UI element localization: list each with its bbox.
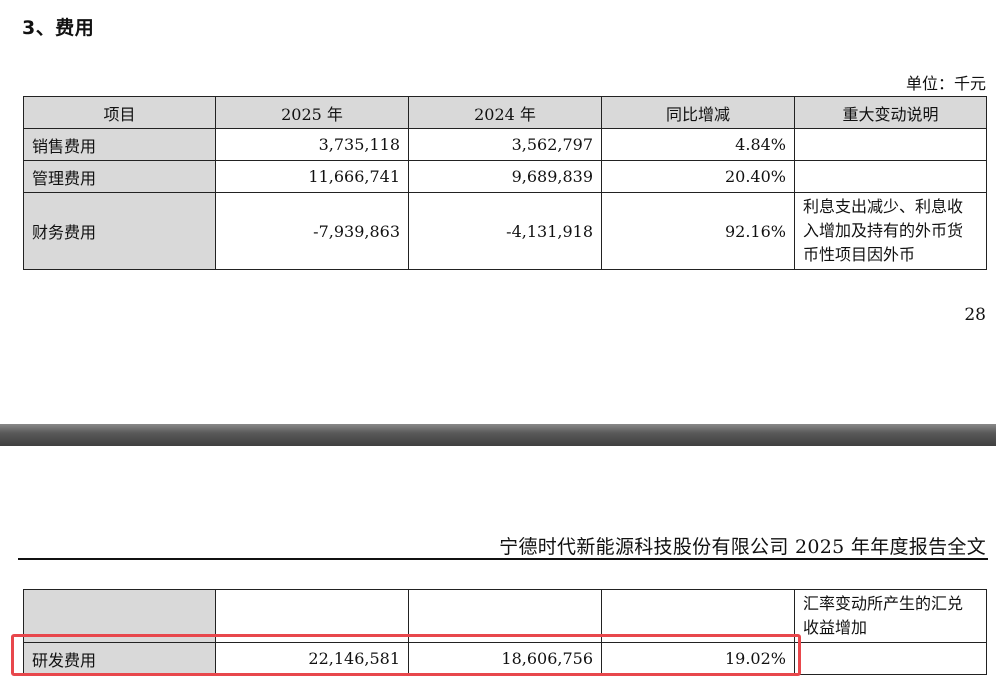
page-divider (0, 424, 996, 446)
header-2025: 2025 年 (215, 96, 409, 129)
running-header: 宁德时代新能源科技股份有限公司 2025 年年度报告全文 (499, 536, 986, 558)
row-2024: 18,606,756 (408, 642, 602, 675)
row-note (794, 128, 987, 161)
section-title: 3、费用 (22, 17, 95, 39)
table-row-rd: 研发费用 22,146,581 18,606,756 19.02% (23, 642, 987, 675)
row-change: 92.16% (601, 192, 795, 270)
row-2024: -4,131,918 (408, 192, 602, 270)
table-row: 销售费用 3,735,118 3,562,797 4.84% (23, 128, 987, 161)
row-2025: 11,666,741 (215, 160, 409, 193)
table-row: 管理费用 11,666,741 9,689,839 20.40% (23, 160, 987, 193)
row-item (23, 589, 216, 643)
row-note: 利息支出减少、利息收入增加及持有的外币货币性项目因外币 (794, 192, 987, 270)
row-note-continued: 汇率变动所产生的汇兑收益增加 (794, 589, 987, 643)
table-header-row: 项目 2025 年 2024 年 同比增减 重大变动说明 (23, 96, 987, 129)
row-change: 19.02% (601, 642, 795, 675)
header-change: 同比增减 (601, 96, 795, 129)
expense-table-continued: 汇率变动所产生的汇兑收益增加 研发费用 22,146,581 18,606,75… (23, 589, 987, 675)
row-item: 研发费用 (23, 642, 216, 675)
row-change: 4.84% (601, 128, 795, 161)
row-2025 (215, 589, 409, 643)
row-item: 销售费用 (23, 128, 216, 161)
unit-note: 单位：千元 (905, 74, 986, 93)
expense-table: 项目 2025 年 2024 年 同比增减 重大变动说明 销售费用 3,735,… (23, 96, 987, 270)
row-2025: 22,146,581 (215, 642, 409, 675)
row-change (601, 589, 795, 643)
row-2025: 3,735,118 (215, 128, 409, 161)
row-item: 财务费用 (23, 192, 216, 270)
row-2024 (408, 589, 602, 643)
table-row: 财务费用 -7,939,863 -4,131,918 92.16% 利息支出减少… (23, 192, 987, 270)
header-2024: 2024 年 (408, 96, 602, 129)
page-number: 28 (964, 305, 986, 325)
table-row-continued: 汇率变动所产生的汇兑收益增加 (23, 589, 987, 643)
row-note (794, 642, 987, 675)
header-item: 项目 (23, 96, 216, 129)
page-top: 3、费用 单位：千元 项目 2025 年 2024 年 同比增减 重大变动说明 … (22, 17, 987, 325)
row-note (794, 160, 987, 193)
header-rule (18, 558, 988, 560)
header-note: 重大变动说明 (794, 96, 987, 129)
row-2025: -7,939,863 (215, 192, 409, 270)
row-change: 20.40% (601, 160, 795, 193)
row-item: 管理费用 (23, 160, 216, 193)
row-2024: 9,689,839 (408, 160, 602, 193)
row-2024: 3,562,797 (408, 128, 602, 161)
